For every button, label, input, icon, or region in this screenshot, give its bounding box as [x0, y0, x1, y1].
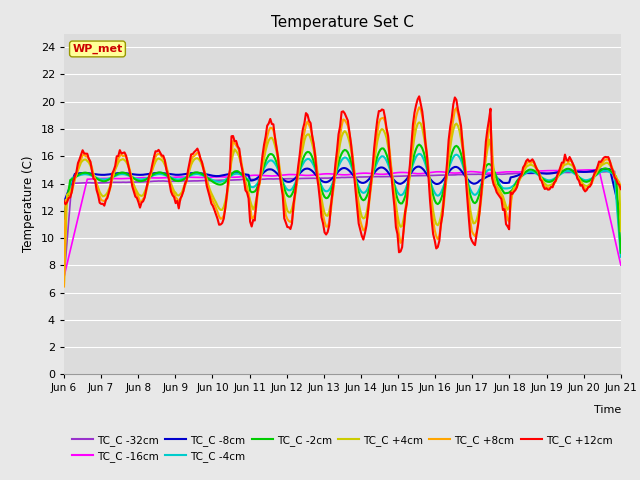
TC_C +4cm: [303, 132, 311, 137]
Legend: TC_C -32cm, TC_C -16cm, TC_C -8cm, TC_C -4cm, TC_C -2cm, TC_C +4cm, TC_C +8cm, T: TC_C -32cm, TC_C -16cm, TC_C -8cm, TC_C …: [68, 431, 616, 466]
TC_C -8cm: [254, 175, 262, 180]
TC_C -16cm: [586, 167, 594, 173]
TC_C -2cm: [129, 174, 136, 180]
TC_C -16cm: [588, 167, 595, 173]
TC_C +4cm: [244, 191, 252, 197]
TC_C -8cm: [303, 166, 311, 171]
TC_C +12cm: [617, 186, 625, 192]
TC_C -32cm: [60, 276, 68, 282]
TC_C -32cm: [129, 180, 136, 185]
TC_C -2cm: [588, 177, 595, 182]
TC_C +8cm: [60, 284, 68, 289]
TC_C +8cm: [226, 171, 234, 177]
TC_C -2cm: [254, 183, 262, 189]
TC_C +12cm: [129, 183, 136, 189]
TC_C +12cm: [415, 94, 423, 99]
TC_C -32cm: [303, 175, 311, 181]
TC_C -2cm: [415, 142, 423, 147]
TC_C +12cm: [303, 112, 311, 118]
TC_C +4cm: [415, 120, 423, 125]
TC_C -2cm: [226, 173, 234, 179]
TC_C -32cm: [617, 250, 625, 255]
TC_C -16cm: [254, 172, 262, 178]
TC_C -8cm: [60, 199, 68, 205]
TC_C +4cm: [588, 179, 595, 185]
TC_C -32cm: [254, 177, 262, 182]
TC_C +12cm: [226, 167, 234, 172]
Line: TC_C -32cm: TC_C -32cm: [64, 171, 621, 279]
TC_C -4cm: [129, 174, 136, 180]
Text: WP_met: WP_met: [72, 44, 123, 54]
TC_C +8cm: [617, 183, 625, 189]
TC_C -16cm: [129, 175, 136, 181]
TC_C +4cm: [617, 228, 625, 234]
Line: TC_C +8cm: TC_C +8cm: [64, 108, 621, 287]
TC_C -4cm: [226, 174, 234, 180]
TC_C +8cm: [254, 190, 262, 195]
TC_C -4cm: [254, 180, 262, 186]
Title: Temperature Set C: Temperature Set C: [271, 15, 414, 30]
TC_C +8cm: [588, 181, 595, 187]
TC_C -8cm: [588, 168, 595, 174]
TC_C -16cm: [244, 173, 252, 179]
Line: TC_C -2cm: TC_C -2cm: [64, 144, 621, 252]
TC_C -4cm: [617, 254, 625, 260]
TC_C +8cm: [303, 119, 311, 124]
TC_C +4cm: [129, 177, 136, 183]
TC_C -4cm: [303, 156, 311, 162]
TC_C -16cm: [617, 262, 625, 268]
Line: TC_C +4cm: TC_C +4cm: [64, 122, 621, 285]
Line: TC_C -8cm: TC_C -8cm: [64, 167, 621, 216]
TC_C +4cm: [254, 189, 262, 195]
TC_C -32cm: [586, 169, 594, 175]
TC_C -4cm: [60, 210, 68, 216]
TC_C -16cm: [303, 173, 311, 179]
TC_C -8cm: [415, 164, 423, 169]
TC_C -16cm: [60, 274, 68, 280]
TC_C -8cm: [226, 171, 234, 177]
TC_C -2cm: [244, 178, 252, 184]
TC_C -4cm: [415, 151, 423, 157]
TC_C +8cm: [244, 191, 252, 196]
TC_C +12cm: [589, 175, 596, 180]
TC_C -4cm: [588, 176, 595, 181]
TC_C -2cm: [303, 149, 311, 155]
TC_C +8cm: [415, 105, 423, 110]
Line: TC_C -16cm: TC_C -16cm: [64, 170, 621, 277]
TC_C +4cm: [226, 168, 234, 174]
Text: Time: Time: [593, 405, 621, 415]
TC_C +12cm: [254, 185, 262, 191]
TC_C +8cm: [129, 178, 136, 184]
TC_C -2cm: [617, 250, 625, 255]
TC_C -2cm: [60, 216, 68, 222]
TC_C +4cm: [60, 282, 68, 288]
TC_C -32cm: [609, 168, 617, 174]
TC_C +12cm: [244, 195, 252, 201]
Line: TC_C -4cm: TC_C -4cm: [64, 154, 621, 257]
TC_C -32cm: [226, 177, 234, 183]
TC_C -16cm: [226, 174, 234, 180]
TC_C +12cm: [395, 250, 403, 255]
TC_C -4cm: [244, 177, 252, 182]
TC_C -8cm: [129, 171, 136, 177]
TC_C -8cm: [244, 172, 252, 178]
Y-axis label: Temperature (C): Temperature (C): [22, 156, 35, 252]
TC_C -32cm: [244, 177, 252, 182]
TC_C -8cm: [617, 213, 625, 219]
Line: TC_C +12cm: TC_C +12cm: [64, 96, 621, 252]
TC_C +12cm: [60, 199, 68, 204]
